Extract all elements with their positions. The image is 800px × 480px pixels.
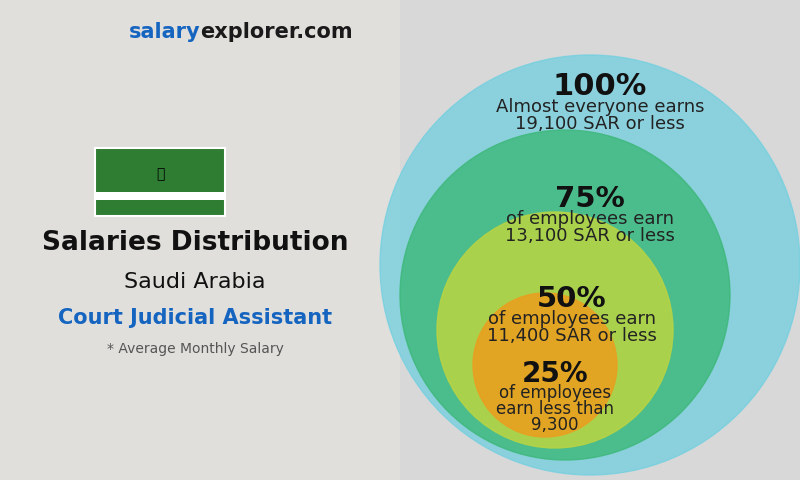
Circle shape xyxy=(473,293,617,437)
Text: 19,100 SAR or less: 19,100 SAR or less xyxy=(515,115,685,133)
Text: salary: salary xyxy=(128,22,200,42)
Text: of employees earn: of employees earn xyxy=(506,210,674,228)
Circle shape xyxy=(437,212,673,448)
Text: 75%: 75% xyxy=(555,185,625,213)
Text: Almost everyone earns: Almost everyone earns xyxy=(496,98,704,116)
Bar xyxy=(95,192,225,200)
Text: Salaries Distribution: Salaries Distribution xyxy=(42,230,348,256)
Circle shape xyxy=(400,130,730,460)
Bar xyxy=(0,0,400,480)
Text: of employees earn: of employees earn xyxy=(488,310,656,328)
Text: of employees: of employees xyxy=(499,384,611,402)
Text: 11,400 SAR or less: 11,400 SAR or less xyxy=(487,327,657,345)
Text: Court Judicial Assistant: Court Judicial Assistant xyxy=(58,308,332,328)
Circle shape xyxy=(380,55,800,475)
Text: * Average Monthly Salary: * Average Monthly Salary xyxy=(106,342,283,356)
FancyBboxPatch shape xyxy=(95,148,225,216)
Text: explorer.com: explorer.com xyxy=(200,22,353,42)
Text: 25%: 25% xyxy=(522,360,588,388)
Text: 9,300: 9,300 xyxy=(531,416,578,434)
Text: earn less than: earn less than xyxy=(496,400,614,418)
Text: Saudi Arabia: Saudi Arabia xyxy=(124,272,266,292)
Text: 13,100 SAR or less: 13,100 SAR or less xyxy=(505,227,675,245)
Text: 🌿: 🌿 xyxy=(156,167,164,181)
Text: 100%: 100% xyxy=(553,72,647,101)
Text: 50%: 50% xyxy=(537,285,607,313)
